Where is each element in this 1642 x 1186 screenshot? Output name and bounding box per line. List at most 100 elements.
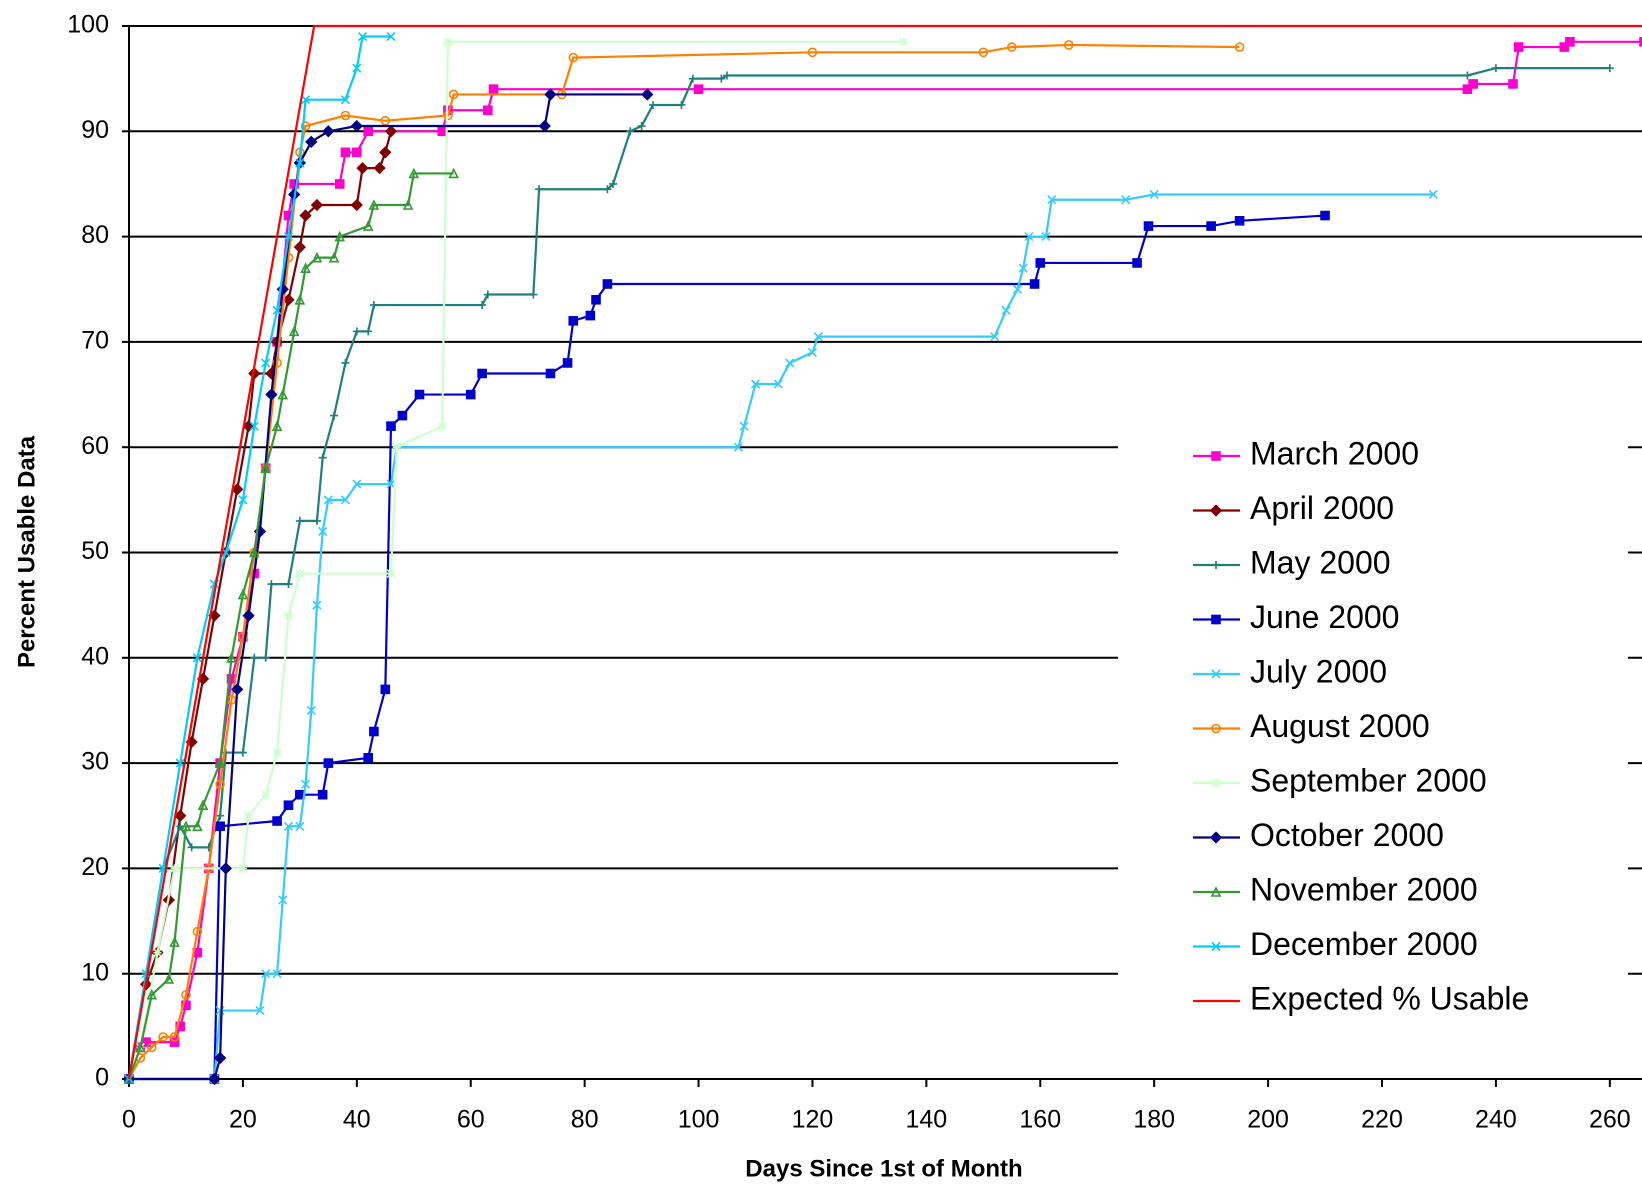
marker [300,95,311,105]
x-tick-label: 20 [229,1106,257,1134]
marker [641,88,654,101]
marker [386,421,396,431]
marker [238,495,248,505]
marker [300,779,311,789]
marker [648,100,657,109]
y-tick-label: 40 [81,642,109,670]
marker [300,262,311,273]
marker [483,290,492,299]
x-tick-label: 200 [1247,1106,1289,1134]
legend-label: July 2000 [1250,653,1387,689]
marker [299,209,312,222]
series-line [127,24,1642,1080]
marker [175,758,185,768]
marker [340,110,351,121]
marker [1041,232,1051,242]
marker [272,748,282,758]
marker [146,1042,157,1053]
marker [437,126,448,137]
marker [283,821,294,831]
marker [380,115,391,126]
marker [380,684,391,695]
marker [1559,42,1570,52]
series-line [127,35,391,1080]
marker [785,358,795,368]
marker [723,71,732,80]
marker [176,822,185,831]
marker [295,821,305,831]
legend-label: Expected % Usable [1250,980,1529,1016]
marker [261,358,271,368]
legend-label: October 2000 [1250,817,1444,853]
marker [169,863,180,873]
series-line [127,172,454,1080]
marker [603,185,612,194]
marker [187,843,196,852]
legend: March 2000 April 2000 May 2000 June 2000 Jul… [1118,425,1628,1025]
marker [312,600,322,610]
marker [1132,258,1142,268]
marker [272,816,282,826]
marker [352,479,362,489]
x-tick-label: 120 [792,1106,834,1134]
marker [272,969,282,979]
x-tick-label: 140 [906,1106,948,1134]
marker [276,283,289,296]
legend-label: December 2000 [1250,926,1478,962]
marker [340,495,350,505]
marker [363,753,374,763]
marker [733,442,743,452]
marker [135,1041,146,1053]
marker [414,389,425,400]
y-tick-label: 10 [81,958,109,986]
marker [562,358,573,368]
marker [272,358,282,368]
marker [1211,778,1221,788]
marker [773,379,783,389]
marker [739,421,749,431]
x-tick-label: 80 [571,1106,599,1134]
marker [1513,42,1524,52]
marker [408,167,420,179]
marker [261,969,271,979]
legend-label: April 2000 [1250,490,1394,526]
marker [717,74,726,83]
marker [397,410,408,421]
marker [1212,561,1220,569]
marker [750,379,761,389]
marker [311,251,323,263]
marker [1428,189,1438,200]
marker [300,121,311,131]
marker [305,135,318,148]
marker [352,63,362,73]
marker [402,199,414,210]
marker [384,125,398,138]
marker [488,84,499,94]
marker [1209,831,1223,844]
marker [1211,941,1221,952]
marker [293,240,306,254]
marker [312,516,321,525]
y-tick-label: 70 [81,327,109,355]
marker [1206,221,1216,231]
marker [255,1005,265,1016]
marker [1143,221,1154,231]
marker [602,279,613,289]
marker [1029,279,1040,289]
marker [317,789,328,800]
marker [215,779,225,789]
marker [283,611,294,621]
marker [356,162,369,175]
x-tick-label: 60 [457,1106,485,1134]
marker [591,294,601,305]
marker [221,547,231,558]
marker [585,310,596,321]
series-line [128,43,1240,1080]
marker [350,119,363,133]
marker [192,653,202,663]
marker [284,580,293,589]
x-tick-label: 220 [1361,1106,1403,1134]
x-tick-label: 180 [1133,1106,1175,1134]
marker [219,862,232,875]
